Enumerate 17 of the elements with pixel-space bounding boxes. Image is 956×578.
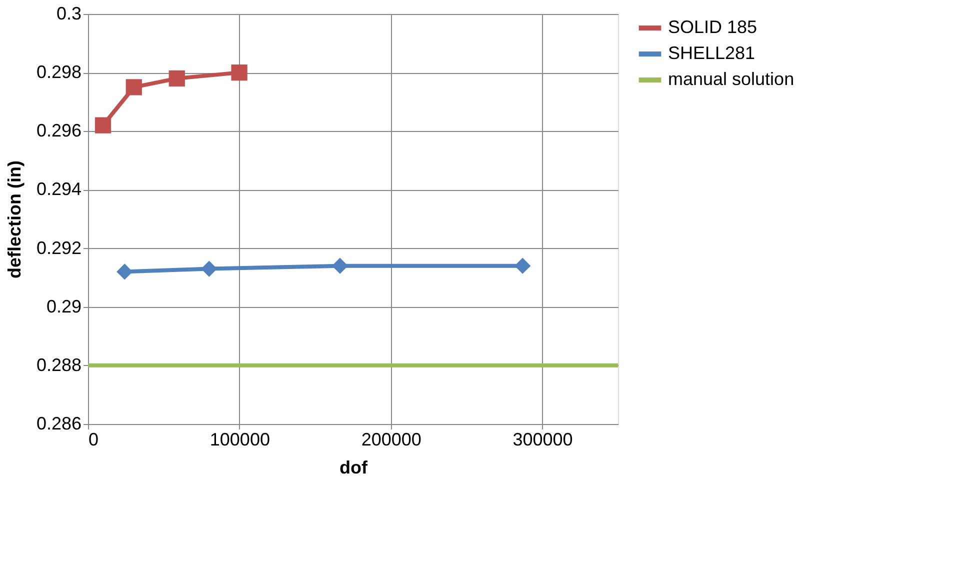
y-tick-label: 0.29 <box>46 296 82 316</box>
x-axis-title: dof <box>340 458 368 478</box>
y-tick-label: 0.3 <box>56 4 82 24</box>
legend-label: SHELL281 <box>668 43 756 63</box>
y-tick-label: 0.294 <box>36 179 82 200</box>
x-tick-label: 200000 <box>361 430 422 450</box>
y-tick-label: 0.286 <box>36 414 82 434</box>
y-tick-label: 0.296 <box>36 120 82 141</box>
y-axis-title: deflection (in) <box>4 160 24 278</box>
legend-label: manual solution <box>668 69 794 89</box>
x-tick-label: 100000 <box>210 430 270 450</box>
legend-label: SOLID 185 <box>668 17 758 37</box>
x-tick-label: 300000 <box>512 430 573 450</box>
y-tick-label: 0.288 <box>36 354 82 375</box>
y-tick-label: 0.298 <box>36 62 82 82</box>
y-tick-label: 0.292 <box>36 238 82 258</box>
x-tick-label: 0 <box>88 430 99 450</box>
